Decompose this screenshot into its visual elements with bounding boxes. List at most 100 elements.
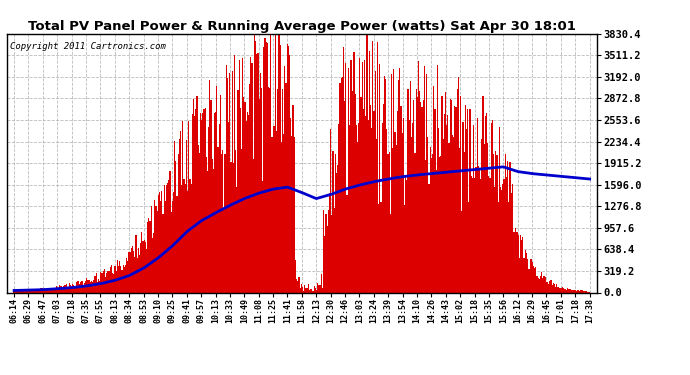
Bar [432,154,433,292]
Bar [551,285,553,292]
Bar [376,139,377,292]
Bar [284,66,286,292]
Title: Total PV Panel Power & Running Average Power (watts) Sat Apr 30 18:01: Total PV Panel Power & Running Average P… [28,20,576,33]
Bar [177,154,179,292]
Bar [244,102,246,292]
Bar [424,66,425,292]
Bar [308,285,309,292]
Bar [213,169,214,292]
Bar [207,171,208,292]
Bar [578,291,580,292]
Bar [139,255,140,292]
Bar [249,84,250,292]
Bar [112,273,113,292]
Bar [78,282,79,292]
Bar [160,201,161,292]
Bar [511,193,512,292]
Bar [397,111,398,292]
Bar [230,162,232,292]
Bar [403,118,404,292]
Bar [36,289,37,292]
Bar [155,206,157,292]
Bar [350,60,351,292]
Bar [348,125,350,292]
Bar [103,271,104,292]
Bar [95,276,96,292]
Bar [75,286,76,292]
Bar [534,268,535,292]
Bar [337,165,338,292]
Bar [385,79,386,292]
Bar [393,69,395,292]
Bar [104,269,105,292]
Bar [322,288,323,292]
Bar [473,124,474,292]
Bar [168,180,170,292]
Bar [411,137,412,292]
Bar [445,92,446,292]
Bar [216,86,217,292]
Bar [475,166,477,292]
Bar [179,139,180,292]
Bar [237,90,239,292]
Bar [49,289,50,292]
Bar [172,201,173,292]
Bar [442,139,444,292]
Bar [465,105,466,292]
Bar [226,65,227,292]
Bar [33,290,34,292]
Bar [435,170,437,292]
Bar [571,290,573,292]
Bar [18,290,19,292]
Bar [88,280,90,292]
Bar [247,112,248,292]
Bar [214,113,215,292]
Bar [321,274,322,292]
Bar [392,148,393,292]
Bar [264,38,266,292]
Bar [519,258,520,292]
Bar [181,185,182,292]
Bar [182,121,184,292]
Bar [526,253,527,292]
Bar [431,158,432,292]
Bar [438,128,439,292]
Bar [410,81,411,292]
Bar [353,52,355,292]
Bar [39,290,41,292]
Bar [346,195,348,292]
Bar [331,215,333,292]
Bar [512,184,513,292]
Bar [152,238,153,292]
Bar [277,89,279,292]
Bar [509,162,511,292]
Bar [450,99,451,292]
Bar [65,285,66,292]
Bar [529,268,531,292]
Bar [199,153,200,292]
Bar [398,80,400,292]
Bar [466,129,467,292]
Bar [434,109,435,292]
Bar [542,278,543,292]
Bar [344,100,345,292]
Bar [323,210,324,292]
Bar [83,283,85,292]
Bar [267,44,268,292]
Bar [34,290,36,292]
Bar [388,152,390,292]
Bar [586,291,588,292]
Bar [135,235,137,292]
Bar [28,290,29,292]
Bar [404,205,405,292]
Bar [81,280,83,292]
Bar [142,241,144,292]
Bar [500,186,501,292]
Bar [192,114,193,292]
Bar [71,286,72,292]
Bar [197,145,199,292]
Bar [371,128,372,292]
Bar [506,177,507,292]
Bar [492,120,493,292]
Bar [147,222,148,292]
